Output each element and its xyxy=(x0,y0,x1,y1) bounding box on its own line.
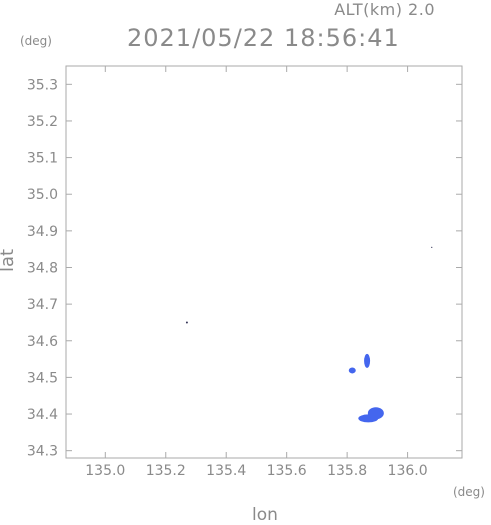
x-tick-label: 135.8 xyxy=(327,463,367,479)
y-tick-label: 34.3 xyxy=(27,444,58,460)
plot-frame xyxy=(65,65,463,459)
y-tick-label: 34.4 xyxy=(27,407,58,423)
y-tick-label: 34.8 xyxy=(27,260,58,276)
timestamp-title: 2021/05/22 18:56:41 xyxy=(127,24,400,52)
x-tick-label: 135.6 xyxy=(267,463,307,479)
y-tick-label: 34.9 xyxy=(27,224,58,240)
x-tick-label: 136.0 xyxy=(388,463,428,479)
echo-cell xyxy=(348,367,356,374)
x-tick-label: 135.2 xyxy=(146,463,186,479)
echo-cell xyxy=(364,353,371,368)
x-tick-label: 135.0 xyxy=(85,463,125,479)
y-tick-label: 35.0 xyxy=(27,187,58,203)
x-axis-label: lon xyxy=(252,505,278,525)
altitude-label: ALT(km) 2.0 xyxy=(334,0,435,19)
y-tick-label: 34.5 xyxy=(27,370,58,386)
echo-cell xyxy=(431,246,433,248)
y-tick-label: 34.6 xyxy=(27,334,58,350)
x-axis-unit: (deg) xyxy=(453,485,485,499)
echo-cell xyxy=(367,407,384,420)
y-tick-label: 35.1 xyxy=(27,151,58,167)
echo-cell xyxy=(185,321,188,324)
y-axis-label: lat xyxy=(0,248,19,273)
y-tick-label: 35.3 xyxy=(27,77,58,93)
y-axis-unit: (deg) xyxy=(20,34,52,48)
y-tick-label: 34.7 xyxy=(27,297,58,313)
y-tick-label: 35.2 xyxy=(27,114,58,130)
x-tick-label: 135.4 xyxy=(206,463,246,479)
